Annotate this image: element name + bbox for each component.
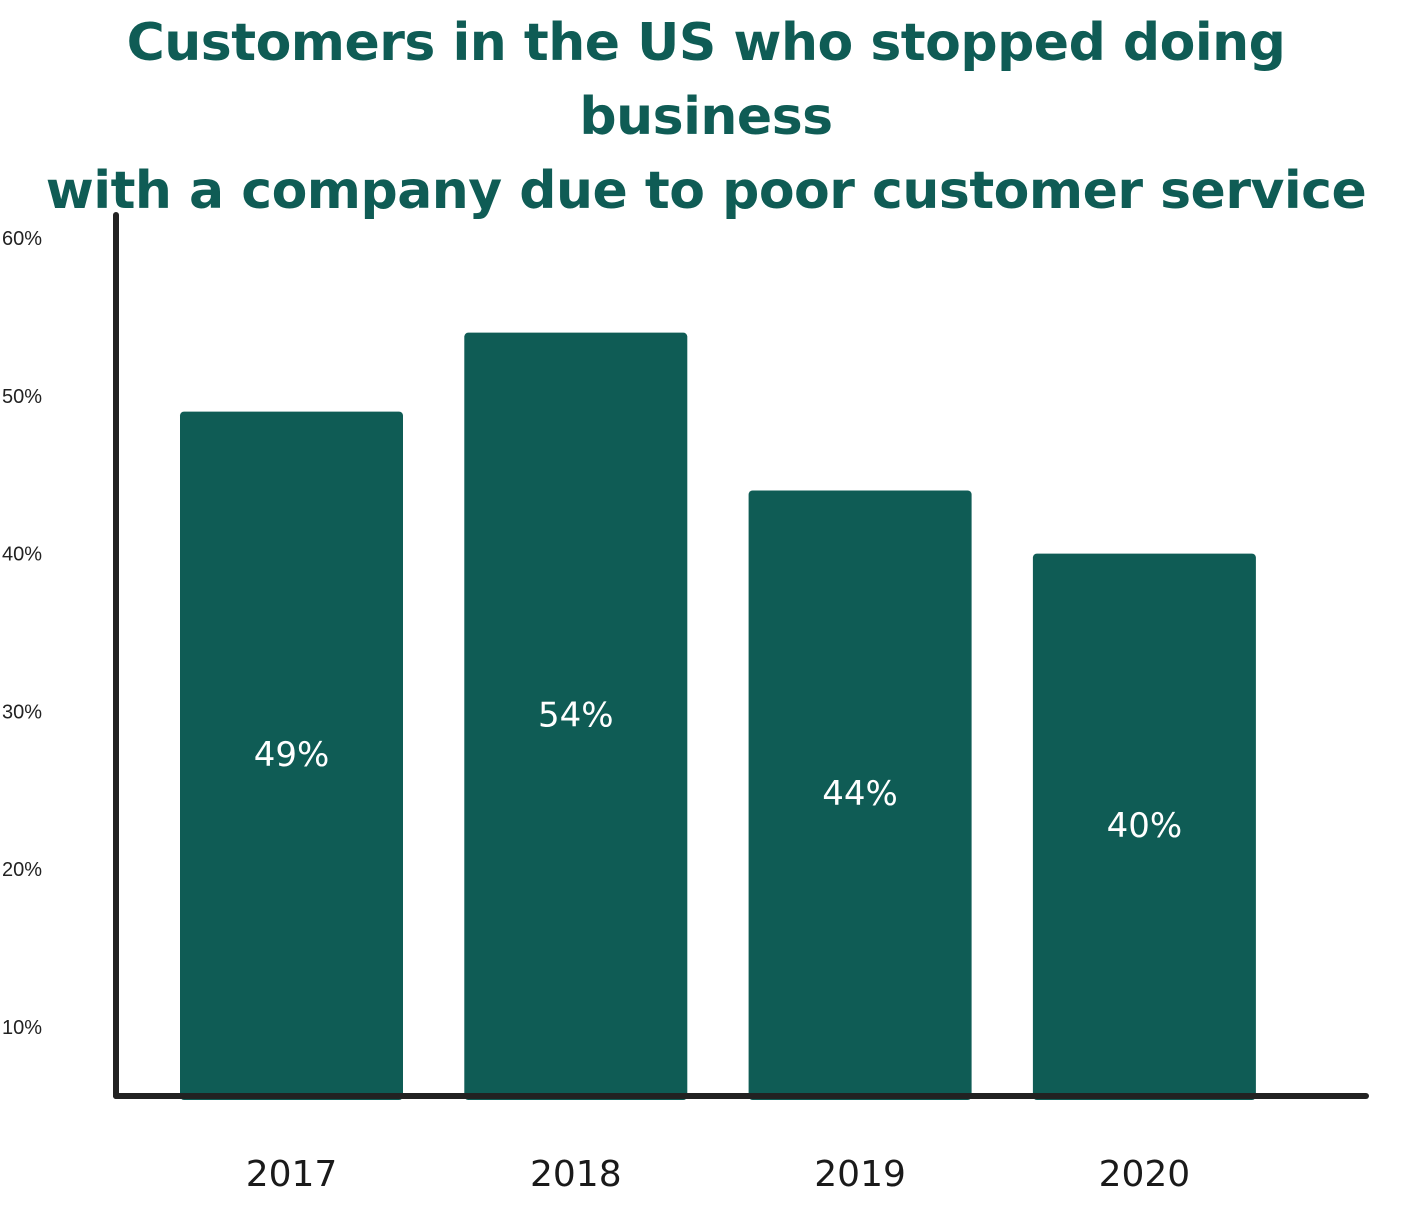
- bar-2019: [748, 490, 972, 1101]
- x-axis-labels: 2017 2018 2019 2020: [246, 1154, 1191, 1195]
- y-tick-label: 30%: [2, 701, 42, 723]
- data-label-2020: 40%: [1107, 806, 1183, 846]
- chart-title: Customers in the US who stopped doing bu…: [0, 6, 1412, 228]
- chart-title-line-2: with a company due to poor customer serv…: [45, 161, 1367, 221]
- data-label-2017: 49%: [254, 735, 330, 775]
- data-label-2018: 54%: [538, 695, 614, 735]
- chart-title-line-1: Customers in the US who stopped doing bu…: [126, 13, 1286, 147]
- x-tick-label-2019: 2019: [814, 1154, 906, 1195]
- data-label-2019: 44%: [822, 774, 898, 814]
- bars: [180, 332, 1256, 1101]
- y-tick-label: 10%: [2, 1017, 42, 1039]
- data-labels: 49% 54% 44% 40%: [254, 695, 1182, 845]
- x-tick-label-2018: 2018: [530, 1154, 622, 1195]
- y-tick-label: 20%: [2, 859, 42, 881]
- bar-2020: [1032, 553, 1256, 1100]
- y-axis-ticks: 10% 20% 30% 40% 50% 60%: [2, 228, 42, 1039]
- x-tick-label-2017: 2017: [246, 1154, 338, 1195]
- bar-2018: [464, 332, 688, 1100]
- x-tick-label-2020: 2020: [1099, 1154, 1191, 1195]
- y-tick-label: 60%: [2, 228, 42, 250]
- y-tick-label: 40%: [2, 544, 42, 566]
- bar-2017: [180, 411, 403, 1101]
- y-tick-label: 50%: [2, 386, 42, 408]
